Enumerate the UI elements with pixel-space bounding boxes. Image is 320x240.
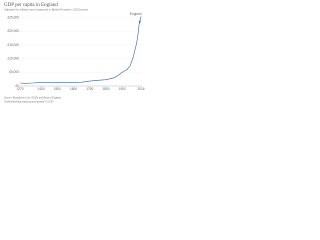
x-tick-label: 1900 [119, 87, 126, 91]
y-tick-label: £10,000 [7, 57, 19, 61]
y-tick-label: £15,000 [7, 43, 19, 47]
x-tick-label: 1700 [86, 87, 93, 91]
chart-title: GDP per capita in England [4, 3, 58, 8]
y-tick-label: £20,000 [7, 29, 19, 33]
x-tick-label: 1600 [70, 87, 77, 91]
chart-subtitle: Adjusted for inflation and measured in B… [4, 8, 89, 12]
legend-label: England [130, 12, 142, 16]
y-tick-label: £5,000 [9, 70, 19, 74]
x-tick-label: 2016 [137, 87, 144, 91]
x-tick-label: 1800 [102, 87, 109, 91]
line [19, 16, 142, 84]
source: Source: Broadberry et al. (2015) and Ban… [4, 97, 62, 100]
footer: OurWorldInData.org/economic-growth • CC … [4, 101, 54, 104]
x-tick-label: 1500 [54, 87, 61, 91]
y-tick-label: £25,000 [7, 16, 19, 20]
x-tick-label: 1270 [16, 87, 23, 91]
chart: GDP per capita in England Adjusted for i… [4, 3, 145, 104]
x-tick-label: 1400 [38, 87, 45, 91]
y-tick-label: £0 [15, 84, 19, 88]
